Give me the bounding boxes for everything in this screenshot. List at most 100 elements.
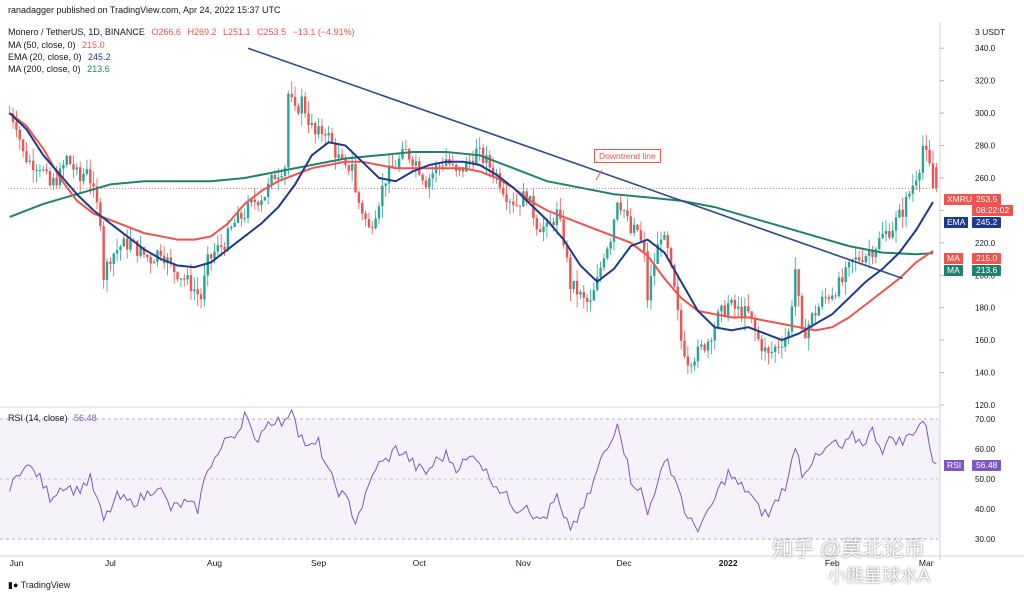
candle-body	[428, 178, 431, 188]
watermark-line-1: 知乎 @莫北论币	[772, 538, 926, 561]
watermark-line-2: 小熊星球水A	[828, 566, 931, 586]
candle-body	[750, 311, 753, 319]
candle-body	[592, 290, 596, 301]
candle-body	[716, 311, 720, 328]
rsi-pane[interactable]: 70.00 60.00 50.00 40.00 30.00	[0, 408, 996, 544]
time-tick-label: Aug	[207, 558, 222, 568]
indicator-lines	[8, 47, 938, 342]
candle-body	[612, 219, 616, 242]
candle-body	[307, 113, 310, 126]
last-price-tag: 253.5	[972, 194, 1002, 205]
candle-body	[888, 231, 891, 238]
candle-body	[404, 149, 408, 151]
candle-body	[374, 218, 377, 229]
candle-body	[555, 209, 559, 226]
candle-body	[438, 165, 441, 167]
downtrend-annotation[interactable]: Downtrend line	[594, 149, 661, 163]
candle-body	[636, 224, 639, 231]
indicator-value: 213.6	[87, 64, 110, 74]
candle-body	[663, 234, 666, 240]
countdown-tag: 08:22:02	[972, 205, 1014, 216]
candle-body	[824, 296, 827, 298]
candle-body	[434, 165, 438, 174]
indicator-label: MA (200, close, 0)	[8, 64, 81, 74]
candle-body	[213, 251, 216, 259]
candle-body	[911, 185, 915, 194]
symbol-legend: Monero / TetherUS, 1D, BINANCE O266.6 H2…	[8, 27, 359, 37]
candle-body	[804, 329, 807, 339]
candle-body	[186, 275, 189, 280]
rsi-line	[9, 408, 937, 534]
candle-body	[206, 254, 209, 276]
candle-body	[266, 183, 270, 197]
candle-body	[102, 226, 105, 280]
candle-body	[169, 257, 173, 264]
candle-body	[579, 292, 582, 295]
candle-body	[706, 341, 710, 351]
candle-body	[575, 280, 579, 295]
price-unit: 3 USDT	[975, 27, 1006, 37]
candle-body	[139, 247, 142, 257]
candle-body	[747, 306, 750, 312]
candle-body	[770, 351, 774, 354]
candle-body	[152, 261, 156, 264]
indicator-legend-ma200[interactable]: MA (200, close, 0) 213.6	[8, 64, 114, 74]
candle-body	[283, 167, 287, 176]
candle-body	[777, 346, 780, 348]
candle-body	[125, 238, 129, 250]
candle-body	[52, 177, 55, 186]
candle-body	[643, 240, 646, 252]
candle-body	[562, 219, 565, 245]
candle-body	[35, 170, 38, 172]
candle-body	[700, 344, 703, 347]
downtrend-line	[247, 47, 904, 280]
candle-body	[112, 253, 115, 264]
candle-body	[387, 165, 391, 184]
candle-body	[99, 202, 102, 227]
candle-body	[146, 254, 149, 258]
rsi-value: 56.48	[74, 413, 97, 423]
candle-body	[502, 187, 505, 195]
time-axis[interactable]: Jun Jul Aug Sep Oct Nov Dec 2022 Feb Mar	[10, 558, 934, 568]
ohlc-change: −13.1 (−4.91%)	[292, 27, 355, 37]
candle-body	[831, 295, 834, 300]
candle-body	[240, 212, 243, 219]
candle-body	[881, 234, 884, 239]
candle-body	[468, 160, 471, 162]
candle-body	[710, 340, 713, 342]
candle-body	[176, 272, 179, 280]
candle-body	[696, 346, 700, 362]
candle-body	[585, 297, 589, 302]
candle-body	[189, 275, 193, 292]
price-tick-label: 180.0	[975, 304, 996, 313]
candle-body	[129, 240, 132, 250]
candle-body	[737, 306, 740, 309]
candle-body	[478, 147, 481, 149]
candle-body	[894, 217, 898, 231]
tradingview-logo[interactable]: ▮● TradingView	[8, 580, 70, 591]
candle-body	[42, 169, 45, 171]
price-tick-label: 160.0	[975, 336, 996, 345]
candle-body	[21, 139, 25, 152]
candle-body	[676, 286, 680, 311]
candle-body	[844, 267, 847, 283]
candle-body	[914, 180, 918, 186]
indicator-legend-ema20[interactable]: EMA (20, close, 0) 245.2	[8, 52, 115, 62]
candle-body	[451, 163, 455, 165]
candle-body	[582, 292, 585, 298]
candle-body	[15, 122, 18, 130]
candle-body	[246, 202, 250, 218]
rsi-tick-label: 40.00	[975, 505, 996, 514]
candle-body	[669, 247, 673, 266]
candle-body	[730, 299, 733, 304]
candle-body	[780, 346, 784, 348]
grid	[0, 22, 1024, 560]
candle-body	[891, 230, 894, 238]
candle-body	[690, 365, 693, 367]
candle-body	[790, 306, 794, 332]
candle-body	[414, 161, 418, 166]
indicator-legend-ma50[interactable]: MA (50, close, 0) 215.0	[8, 40, 109, 50]
time-tick-label: Jul	[105, 558, 116, 568]
symbol-tag: XMRUSDT	[944, 194, 993, 205]
